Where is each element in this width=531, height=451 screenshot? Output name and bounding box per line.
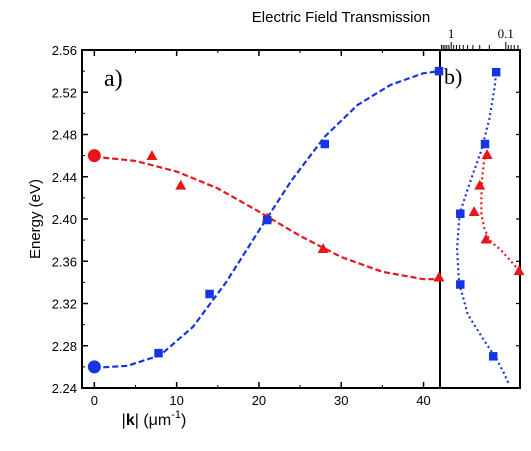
triangle-marker (175, 179, 187, 190)
origin-point (87, 149, 101, 163)
data-points (87, 66, 525, 374)
panel-a-frame (81, 49, 441, 389)
fit-curve-a-1 (94, 70, 441, 369)
x-axis-label-exponent: -1 (171, 409, 181, 421)
fit-curves (94, 70, 521, 384)
panel-b-frame (439, 49, 521, 389)
triangle-marker (468, 206, 480, 217)
triangle-marker (513, 265, 525, 276)
panel-a-label: a) (104, 66, 123, 92)
square-marker (456, 209, 465, 218)
square-marker (320, 139, 330, 149)
x-axis-label-unit: | (μm (135, 412, 171, 429)
x-tick-label: 40 (416, 393, 430, 408)
origin-point (87, 360, 101, 374)
x-tick-label: 0 (91, 393, 98, 408)
triangle-marker (317, 243, 329, 253)
y-tick-label: 2.52 (52, 85, 77, 100)
triangle-marker (474, 179, 486, 190)
fit-curve-b-1 (455, 72, 510, 384)
square-marker (434, 66, 444, 76)
square-marker (154, 348, 163, 358)
y-tick-label: 2.24 (52, 381, 77, 396)
axis-ticks: 2.24 2.28 2.32 2.36 2.40 2.44 2.48 2.52 2.56 0 10 2… (52, 26, 520, 408)
x-axis-label-prefix: | (122, 412, 126, 429)
square-marker (456, 280, 465, 289)
triangle-marker (433, 271, 445, 282)
square-marker (205, 289, 214, 299)
square-marker (480, 139, 490, 149)
y-tick-label: 2.28 (52, 339, 77, 354)
y-tick-label: 2.40 (52, 212, 77, 227)
x-axis-label-k: k (126, 412, 135, 429)
square-marker (488, 352, 498, 361)
x-axis-label-close: ) (181, 412, 186, 429)
y-tick-label: 2.32 (52, 297, 77, 312)
y-tick-label: 2.56 (52, 43, 77, 58)
square-marker (262, 215, 272, 225)
y-axis-label: Energy (eV) (27, 179, 44, 259)
x-tick-label: 30 (334, 393, 348, 408)
panel-b-label: b) (444, 64, 462, 89)
x-tick-label: 10 (169, 393, 183, 408)
x-axis-label: |k| (μm-1) (122, 409, 187, 429)
y-tick-label: 2.44 (52, 170, 77, 185)
y-tick-label: 2.36 (52, 254, 77, 269)
triangle-marker (480, 233, 492, 244)
top-x-tick-label: 0.1 (498, 26, 514, 41)
y-tick-label: 2.48 (52, 128, 77, 143)
fit-curve-b-0 (480, 153, 521, 272)
triangle-marker (481, 149, 493, 159)
triangle-marker (146, 150, 158, 161)
square-marker (491, 67, 501, 77)
x-tick-label: 20 (252, 393, 266, 408)
fit-curve-a-0 (94, 155, 440, 281)
chart-title: Electric Field Transmission (252, 9, 430, 26)
top-x-tick-label: 1 (448, 26, 455, 41)
